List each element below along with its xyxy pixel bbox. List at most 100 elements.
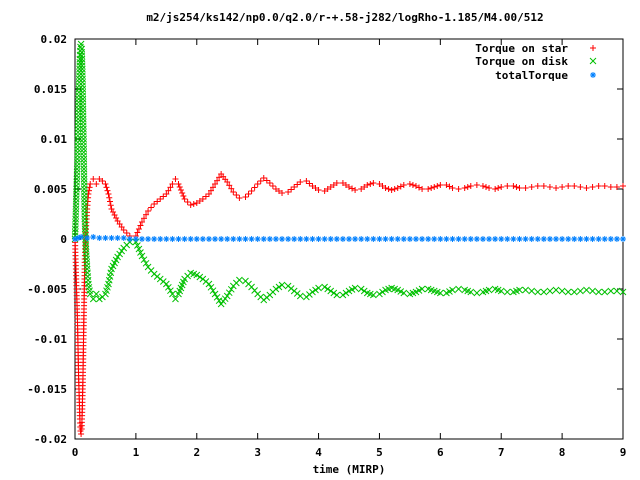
total-torque-point — [583, 236, 590, 242]
legend-cross-marker — [589, 57, 597, 65]
torque-on-star-point — [601, 183, 608, 189]
torque-on-disk-point — [79, 78, 86, 86]
total-torque-point — [333, 236, 340, 242]
torque-on-star-point — [513, 184, 520, 190]
total-torque-point — [205, 236, 212, 242]
torque-on-star-point — [306, 180, 313, 187]
torque-on-star-point — [254, 181, 261, 187]
torque-on-star-point — [297, 179, 304, 185]
total-torque-point — [412, 236, 419, 242]
total-torque-point — [309, 236, 316, 242]
x-tick-label: 9 — [620, 446, 627, 459]
total-torque-point — [236, 236, 243, 242]
torque-on-disk-point — [312, 286, 319, 294]
total-torque-point — [90, 234, 97, 240]
torque-on-disk-point — [360, 287, 368, 295]
total-torque-point — [461, 236, 468, 242]
total-torque-point — [479, 236, 486, 242]
torque-on-disk-point — [79, 95, 87, 103]
torque-on-disk-point — [473, 289, 481, 297]
torque-on-star-point — [443, 182, 450, 188]
total-torque-point — [431, 236, 438, 242]
torque-on-disk-point — [516, 286, 523, 294]
torque-on-disk-point — [522, 286, 529, 294]
legend-star-marker — [590, 72, 596, 78]
torque-on-star-point — [288, 186, 295, 193]
torque-on-disk-point — [467, 288, 475, 296]
total-torque-point — [120, 235, 127, 241]
torque-on-star-point — [228, 185, 235, 192]
total-torque-point — [601, 236, 608, 242]
total-torque-point — [546, 236, 553, 242]
torque-on-disk-point — [140, 256, 148, 264]
torque-on-star-point — [236, 195, 243, 201]
torque-on-star-point — [409, 182, 416, 188]
torque-on-disk-point — [613, 287, 621, 295]
torque-on-disk-point — [418, 285, 426, 293]
x-tick-label: 0 — [72, 446, 79, 459]
total-torque-point — [84, 235, 91, 241]
torque-on-star-point — [154, 198, 161, 205]
torque-on-star-point — [230, 189, 237, 195]
torque-on-disk-point — [275, 283, 283, 291]
total-torque-point — [285, 236, 292, 242]
total-torque-point — [394, 236, 401, 242]
torque-on-star-point — [207, 187, 214, 194]
torque-on-star-point — [419, 186, 426, 192]
torque-on-disk-point — [209, 287, 217, 295]
total-torque-point — [272, 236, 279, 242]
torque-on-disk-point — [79, 102, 87, 110]
torque-on-disk-point — [79, 68, 86, 76]
torque-on-star-point — [607, 184, 614, 190]
torque-on-star-point — [257, 178, 264, 184]
torque-on-star-point — [180, 193, 187, 199]
torque-on-star-point — [242, 194, 249, 200]
total-torque-point — [455, 236, 462, 242]
torque-on-star-point — [176, 184, 183, 190]
total-torque-point — [181, 236, 188, 242]
torque-on-star-point — [179, 190, 186, 196]
y-tick-label: 0.005 — [34, 183, 67, 196]
torque-on-star-point — [449, 185, 456, 191]
total-torque-point — [577, 236, 584, 242]
x-tick-label: 1 — [133, 446, 140, 459]
total-torque-point — [102, 235, 109, 241]
torque-on-star-point — [245, 191, 252, 197]
torque-on-star-point — [90, 176, 97, 182]
torque-on-disk-point — [79, 115, 87, 123]
torque-on-disk-point — [357, 285, 365, 293]
torque-on-star-point — [391, 186, 398, 192]
torque-on-star-point — [473, 182, 480, 188]
torque-on-disk-point — [583, 286, 590, 294]
torque-on-disk-point — [74, 138, 82, 146]
torque-on-disk-point — [172, 295, 179, 303]
torque-on-disk-point — [80, 152, 88, 160]
total-torque-point — [449, 236, 456, 242]
total-torque-point — [443, 236, 450, 242]
torque-on-star-point — [303, 178, 310, 184]
y-tick-label: 0 — [60, 233, 67, 246]
torque-on-disk-point — [80, 148, 88, 156]
torque-on-star-point — [333, 180, 340, 186]
torque-on-disk-point — [80, 172, 88, 180]
torque-on-star-point — [233, 192, 240, 198]
torque-on-disk-point — [74, 118, 82, 126]
torque-on-disk-point — [213, 293, 221, 301]
x-axis-ticks: 0 1 2 3 4 5 6 7 8 9 — [72, 39, 627, 459]
torque-on-star-point — [577, 184, 584, 190]
torque-on-disk-point — [309, 288, 316, 296]
total-torque-point — [108, 235, 115, 241]
total-torque-point — [297, 236, 304, 242]
torque-on-star-point — [106, 194, 113, 201]
torque-on-star-point — [111, 212, 118, 218]
torque-on-disk-point — [162, 280, 170, 288]
torque-on-disk-point — [315, 284, 322, 292]
torque-on-disk-point — [211, 290, 219, 298]
torque-on-disk-point — [370, 291, 377, 299]
total-torque-point — [303, 236, 310, 242]
torque-on-star-point — [595, 183, 602, 189]
torque-on-disk-point — [552, 286, 560, 294]
total-torque-point — [212, 236, 219, 242]
torque-on-disk-point — [79, 118, 87, 126]
torque-on-disk-point — [227, 285, 235, 293]
